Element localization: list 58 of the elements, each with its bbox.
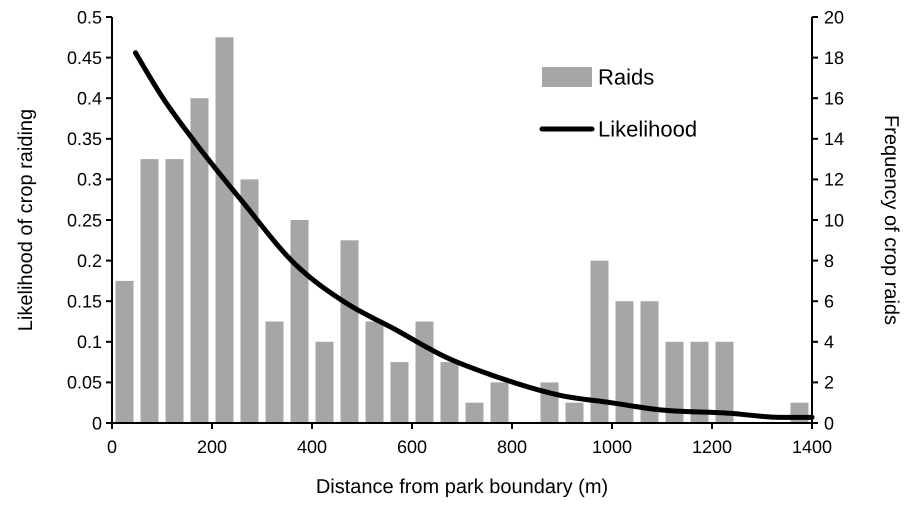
y2-tick-label: 18 [824,48,844,68]
bar [116,280,134,423]
y-tick-label: 0.45 [66,48,102,68]
y2-tick-label: 20 [824,7,844,28]
bar [266,322,284,423]
bar [440,362,458,423]
bar [566,402,584,423]
legend-label: Raids [598,64,654,90]
y2-tick-label: 2 [824,372,834,393]
y2-tick-label: 8 [824,250,834,271]
y2-tick-label: 10 [824,210,844,230]
bar [340,240,358,423]
x-tick-label: 200 [196,437,228,457]
y-tick-label: 0.2 [76,250,102,271]
x-tick-label: 600 [396,437,428,457]
y-tick-label: 0.4 [76,88,102,108]
x-tick-label: 0 [106,437,118,457]
bar [316,342,334,423]
x-axis-title: Distance from park boundary (m) [316,476,608,498]
bar [366,322,384,423]
y2-tick-label: 12 [824,170,844,190]
bar [216,37,234,423]
y2-tick-label: 16 [824,88,844,108]
bar [140,159,158,423]
y-tick-label: 0.5 [76,7,102,28]
y-tick-label: 0.15 [66,292,102,312]
x-tick-label: 400 [296,437,328,457]
bar [690,342,708,423]
bar [466,402,484,423]
bar [616,301,634,423]
bar [590,260,608,423]
y2-tick-label: 0 [824,413,834,434]
bar [416,322,434,423]
bar [190,98,208,423]
x-tick-label: 1400 [792,437,832,457]
x-tick-label: 1000 [592,437,632,457]
y2-tick-label: 4 [824,332,834,352]
y-tick-label: 0.35 [66,129,102,150]
bar [490,382,508,423]
y-axis-title: Likelihood of crop raiding [15,108,37,332]
x-tick-label: 800 [496,437,528,457]
y-tick-label: 0.25 [66,210,102,230]
bar [640,301,658,423]
y-tick-label: 0 [92,413,102,434]
y2-axis-title: Frequency of crop raids [880,114,902,326]
y-tick-label: 0.1 [76,332,102,352]
legend-label: Likelihood [598,116,698,142]
bar [390,362,408,423]
y-tick-label: 0.05 [66,372,102,393]
bar [166,159,184,423]
bar [666,342,684,423]
x-tick-label: 1200 [692,437,732,457]
y-tick-label: 0.3 [76,170,102,190]
bar [240,179,258,423]
y2-tick-label: 6 [824,292,834,312]
bar [290,220,308,423]
bar [716,342,734,423]
y2-tick-label: 14 [824,129,844,150]
